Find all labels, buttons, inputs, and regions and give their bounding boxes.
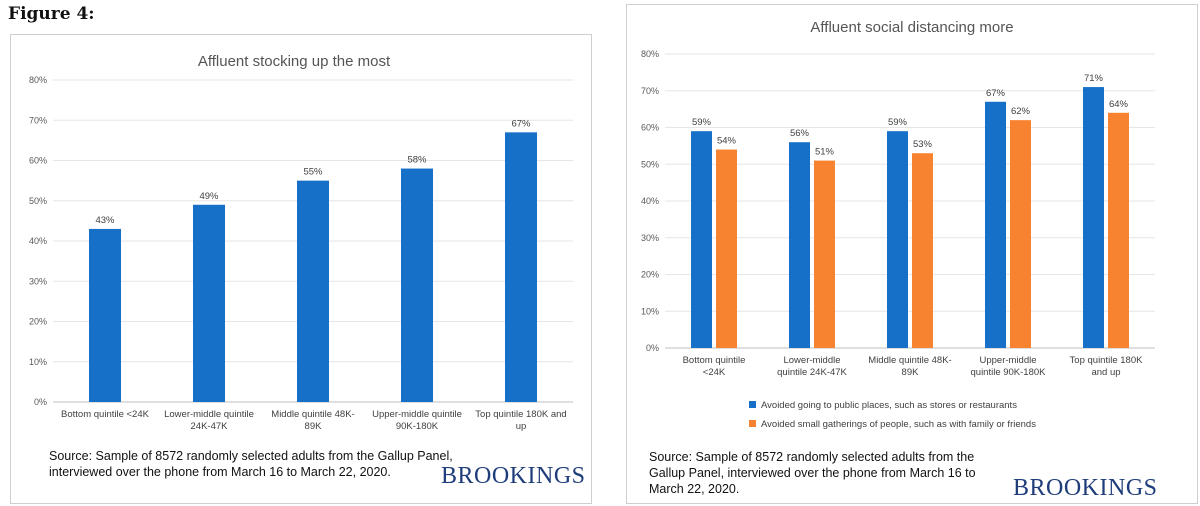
- right-source-note: Source: Sample of 8572 randomly selected…: [649, 449, 976, 497]
- left-source-line: interviewed over the phone from March 16…: [49, 465, 391, 479]
- x-tick-label: Lower-middle quintile: [164, 409, 254, 420]
- y-tick-label: 50%: [641, 159, 659, 169]
- y-tick-label: 30%: [29, 276, 47, 286]
- x-tick-label: Middle quintile 48K-: [271, 409, 354, 420]
- right-source-line: March 22, 2020.: [649, 482, 740, 496]
- x-tick-label: 24K-47K: [191, 421, 229, 432]
- legend-swatch: [749, 420, 756, 427]
- bar: [1083, 87, 1104, 348]
- y-tick-label: 10%: [29, 357, 47, 367]
- y-tick-label: 60%: [641, 123, 659, 133]
- bar: [1108, 112, 1129, 348]
- x-tick-label: Upper-middle: [979, 355, 1036, 366]
- bar: [912, 153, 933, 348]
- social-distancing-chart: Affluent social distancing more 0% 10% 20% 3…: [641, 19, 1155, 430]
- y-tick-label: 20%: [29, 317, 47, 327]
- right-source-line: Source: Sample of 8572 randomly selected…: [649, 450, 975, 464]
- y-tick-label: 80%: [641, 49, 659, 59]
- data-label: 59%: [692, 117, 712, 128]
- x-tick-label: up: [516, 421, 527, 432]
- x-tick-label: Bottom quintile: [683, 355, 746, 366]
- y-tick-label: 0%: [646, 343, 659, 353]
- y-tick-label: 80%: [29, 75, 47, 85]
- x-tick-label: Top quintile 180K: [1070, 355, 1144, 366]
- data-label: 49%: [199, 191, 219, 202]
- data-label: 51%: [815, 147, 835, 158]
- bar: [716, 149, 737, 348]
- bar: [89, 228, 121, 402]
- right-chart-panel: Affluent social distancing more 0% 10% 20% 3…: [626, 4, 1198, 504]
- bar: [1010, 120, 1031, 349]
- stocking-up-chart: Affluent stocking up the most 0% 10% 20% 30%…: [29, 53, 573, 432]
- data-label: 55%: [303, 167, 323, 178]
- legend-label: Avoided small gatherings of people, such…: [761, 419, 1036, 430]
- bar: [887, 131, 908, 348]
- y-tick-label: 30%: [641, 233, 659, 243]
- bar: [985, 101, 1006, 349]
- data-label: 43%: [95, 215, 115, 226]
- y-tick-label: 40%: [641, 196, 659, 206]
- brookings-logo: BROOKINGS: [441, 463, 586, 489]
- bar: [691, 131, 712, 348]
- legend-swatch: [749, 401, 756, 408]
- y-tick-label: 50%: [29, 196, 47, 206]
- bar: [814, 160, 835, 348]
- x-tick-label: Middle quintile 48K-: [868, 355, 951, 366]
- x-tick-label: quintile 90K-180K: [971, 367, 1047, 378]
- data-label: 53%: [913, 139, 933, 150]
- left-source-note: Source: Sample of 8572 randomly selected…: [49, 448, 453, 480]
- bar: [789, 142, 810, 348]
- data-label: 64%: [1109, 99, 1129, 110]
- y-tick-label: 40%: [29, 236, 47, 246]
- data-label: 58%: [407, 155, 427, 166]
- data-label: 56%: [790, 128, 810, 139]
- left-chart-panel: Affluent stocking up the most 0% 10% 20% 30%…: [10, 34, 592, 504]
- figure-label: Figure 4:: [8, 4, 95, 24]
- x-tick-label: and up: [1091, 367, 1120, 378]
- y-tick-label: 70%: [29, 115, 47, 125]
- bar: [297, 180, 329, 402]
- x-tick-label: 89K: [305, 421, 323, 432]
- data-label: 62%: [1011, 106, 1031, 117]
- data-label: 54%: [717, 136, 737, 147]
- x-tick-label: 89K: [902, 367, 920, 378]
- x-tick-label: Top quintile 180K and: [475, 409, 566, 420]
- data-label: 67%: [511, 118, 531, 129]
- y-tick-label: 20%: [641, 270, 659, 280]
- legend-label: Avoided going to public places, such as …: [761, 400, 1017, 411]
- bar: [401, 168, 433, 402]
- brookings-logo: BROOKINGS: [1013, 475, 1158, 501]
- left-source-line: Source: Sample of 8572 randomly selected…: [49, 449, 453, 463]
- x-tick-label: Bottom quintile <24K: [61, 409, 150, 420]
- y-tick-label: 0%: [34, 397, 47, 407]
- y-tick-label: 70%: [641, 86, 659, 96]
- x-tick-label: Upper-middle quintile: [372, 409, 462, 420]
- y-tick-label: 60%: [29, 156, 47, 166]
- x-tick-label: quintile 24K-47K: [777, 367, 847, 378]
- data-label: 71%: [1084, 73, 1104, 84]
- x-tick-label: Lower-middle: [783, 355, 840, 366]
- chart-title: Affluent stocking up the most: [198, 53, 391, 70]
- data-label: 59%: [888, 117, 908, 128]
- data-label: 67%: [986, 88, 1006, 99]
- x-tick-label: <24K: [703, 367, 726, 378]
- y-tick-label: 10%: [641, 306, 659, 316]
- bar: [505, 132, 537, 402]
- bar: [193, 204, 225, 402]
- x-tick-label: 90K-180K: [396, 421, 439, 432]
- right-source-line: Gallup Panel, interviewed over the phone…: [649, 466, 976, 480]
- chart-title: Affluent social distancing more: [810, 19, 1013, 36]
